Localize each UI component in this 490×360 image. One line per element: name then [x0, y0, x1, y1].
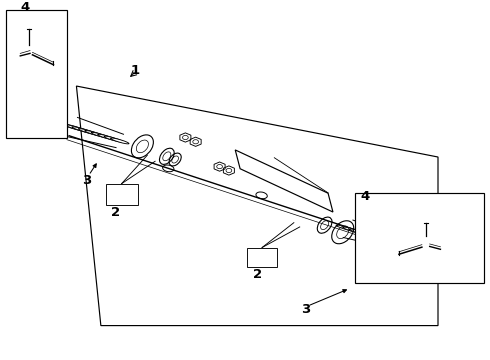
Text: 3: 3 [81, 174, 91, 186]
Ellipse shape [336, 225, 360, 233]
Ellipse shape [66, 125, 91, 132]
Ellipse shape [111, 138, 129, 144]
Text: 2: 2 [253, 267, 262, 281]
Text: 2: 2 [111, 206, 120, 219]
Text: 1: 1 [130, 64, 140, 77]
Ellipse shape [343, 227, 366, 234]
Text: 3: 3 [301, 303, 311, 316]
Bar [355, 193, 485, 283]
Ellipse shape [356, 231, 377, 238]
Bar [106, 184, 138, 205]
Ellipse shape [104, 136, 123, 142]
Ellipse shape [91, 132, 113, 139]
Bar [247, 248, 277, 267]
Text: 4: 4 [360, 190, 369, 203]
Ellipse shape [383, 239, 399, 244]
Ellipse shape [59, 123, 85, 131]
Ellipse shape [376, 237, 394, 243]
Ellipse shape [98, 134, 118, 141]
Ellipse shape [349, 229, 371, 236]
Text: 4: 4 [21, 1, 30, 14]
Ellipse shape [85, 130, 107, 138]
Ellipse shape [72, 127, 96, 134]
Ellipse shape [78, 129, 102, 136]
Ellipse shape [369, 235, 388, 241]
Bar [5, 10, 67, 138]
Ellipse shape [363, 233, 383, 239]
